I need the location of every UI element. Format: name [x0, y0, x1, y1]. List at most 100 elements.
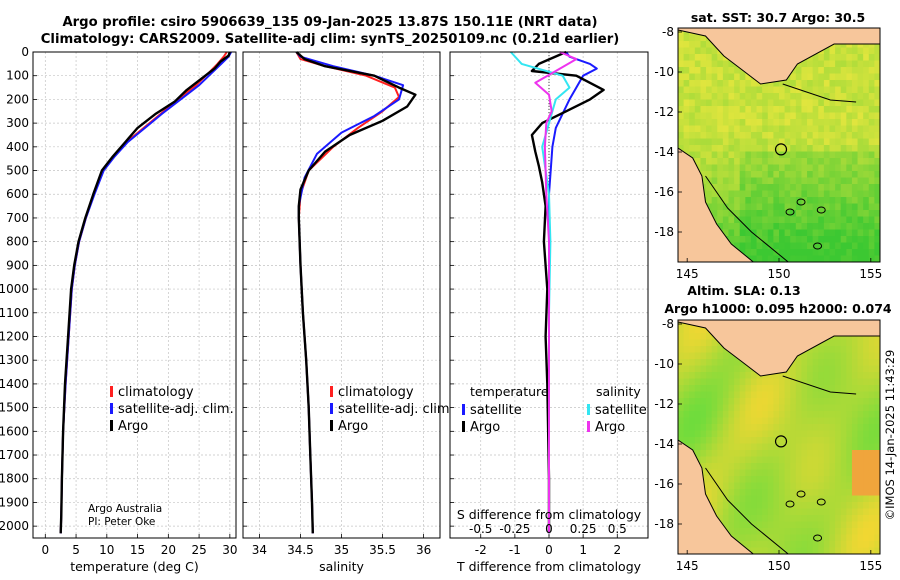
map-cell — [683, 125, 690, 133]
map-cell — [689, 125, 696, 133]
map-cell — [846, 528, 853, 536]
map-cell — [711, 339, 718, 347]
map-cell — [801, 508, 808, 516]
map-cell — [835, 151, 842, 159]
map-cell — [689, 73, 696, 81]
y-tick-label: 200 — [6, 92, 29, 106]
map-cell — [829, 463, 836, 471]
map-cell — [717, 372, 724, 380]
map-cell — [779, 236, 786, 244]
map-cell — [835, 158, 842, 166]
map-cell — [835, 398, 842, 406]
map-cell — [874, 502, 880, 510]
map-cell — [818, 411, 825, 419]
map-cell — [779, 197, 786, 205]
map-cell — [835, 119, 842, 127]
map-cell — [829, 417, 836, 425]
map-cell — [717, 177, 724, 185]
map-cell — [745, 138, 752, 146]
map-cell — [846, 547, 853, 554]
map-cell — [717, 203, 724, 211]
map-cell — [846, 359, 853, 367]
legend-entry: climatology — [338, 385, 414, 400]
map-cell — [868, 236, 875, 244]
map-cell — [779, 541, 786, 549]
island-outline — [813, 534, 823, 542]
map-cell — [835, 385, 842, 393]
map-cell — [779, 125, 786, 133]
map-cell — [711, 378, 718, 386]
map-cell — [717, 210, 724, 218]
map-cell — [790, 190, 797, 198]
map-cell — [868, 417, 875, 425]
map-cell — [694, 54, 702, 62]
map-cell — [773, 229, 780, 237]
map-cell — [706, 463, 713, 471]
map-cell — [840, 463, 847, 471]
map-cell — [790, 242, 797, 250]
map-cell — [829, 411, 836, 419]
map-cell — [689, 443, 696, 451]
map-cell — [812, 158, 819, 166]
map-cell — [835, 404, 842, 412]
map-cell — [717, 216, 724, 224]
map-cell — [863, 177, 870, 185]
map-cell — [807, 223, 814, 231]
map-cell — [722, 229, 730, 237]
map-cell — [823, 372, 831, 380]
map-cell — [773, 119, 780, 127]
map-cell — [835, 99, 842, 107]
map-cell — [734, 508, 741, 516]
map-cell — [868, 67, 875, 75]
map-cell — [823, 508, 831, 516]
map-cell — [711, 158, 718, 166]
map-cell — [773, 378, 780, 386]
map-cell — [874, 489, 880, 497]
map-cell — [835, 138, 842, 146]
map-cell — [801, 132, 808, 140]
map-cell — [750, 119, 758, 127]
map-cell — [801, 437, 808, 445]
land-queensland — [678, 439, 755, 554]
map-cell — [851, 177, 859, 185]
map-cell — [722, 216, 730, 224]
map-cell — [868, 456, 875, 464]
map-cell — [689, 333, 696, 341]
map-cell — [812, 541, 819, 549]
map-cell — [851, 216, 859, 224]
map-cell — [863, 60, 870, 68]
map-cell — [678, 86, 685, 94]
map-cell — [795, 450, 803, 458]
map-cell — [734, 132, 741, 140]
map-cell — [756, 443, 763, 451]
map-cell — [750, 404, 758, 412]
map-cell — [750, 93, 758, 101]
y-tick-label: 1800 — [0, 472, 29, 486]
map-cell — [846, 502, 853, 510]
map-cell — [857, 80, 864, 88]
map-cell — [689, 145, 696, 153]
map-cell — [818, 158, 825, 166]
map-cell — [717, 132, 724, 140]
map-cell — [773, 80, 780, 88]
map-cell — [756, 99, 763, 107]
map-cell — [683, 372, 690, 380]
map-cell — [711, 372, 718, 380]
map-cell — [784, 138, 791, 146]
map-cell — [874, 158, 880, 166]
map-y-tick-label: -16 — [654, 477, 674, 491]
map-cell — [694, 404, 702, 412]
map-cell — [863, 249, 870, 257]
map-cell — [874, 197, 880, 205]
map-cell — [739, 119, 746, 127]
map-cell — [857, 398, 864, 406]
map-cell — [767, 476, 774, 484]
map-cell — [689, 352, 696, 360]
map-cell — [868, 463, 875, 471]
map-cell — [823, 138, 831, 146]
map-cell — [857, 86, 864, 94]
map-cell — [717, 495, 724, 503]
map-cell — [750, 197, 758, 205]
map-cell — [829, 378, 836, 386]
map-cell — [745, 456, 752, 464]
